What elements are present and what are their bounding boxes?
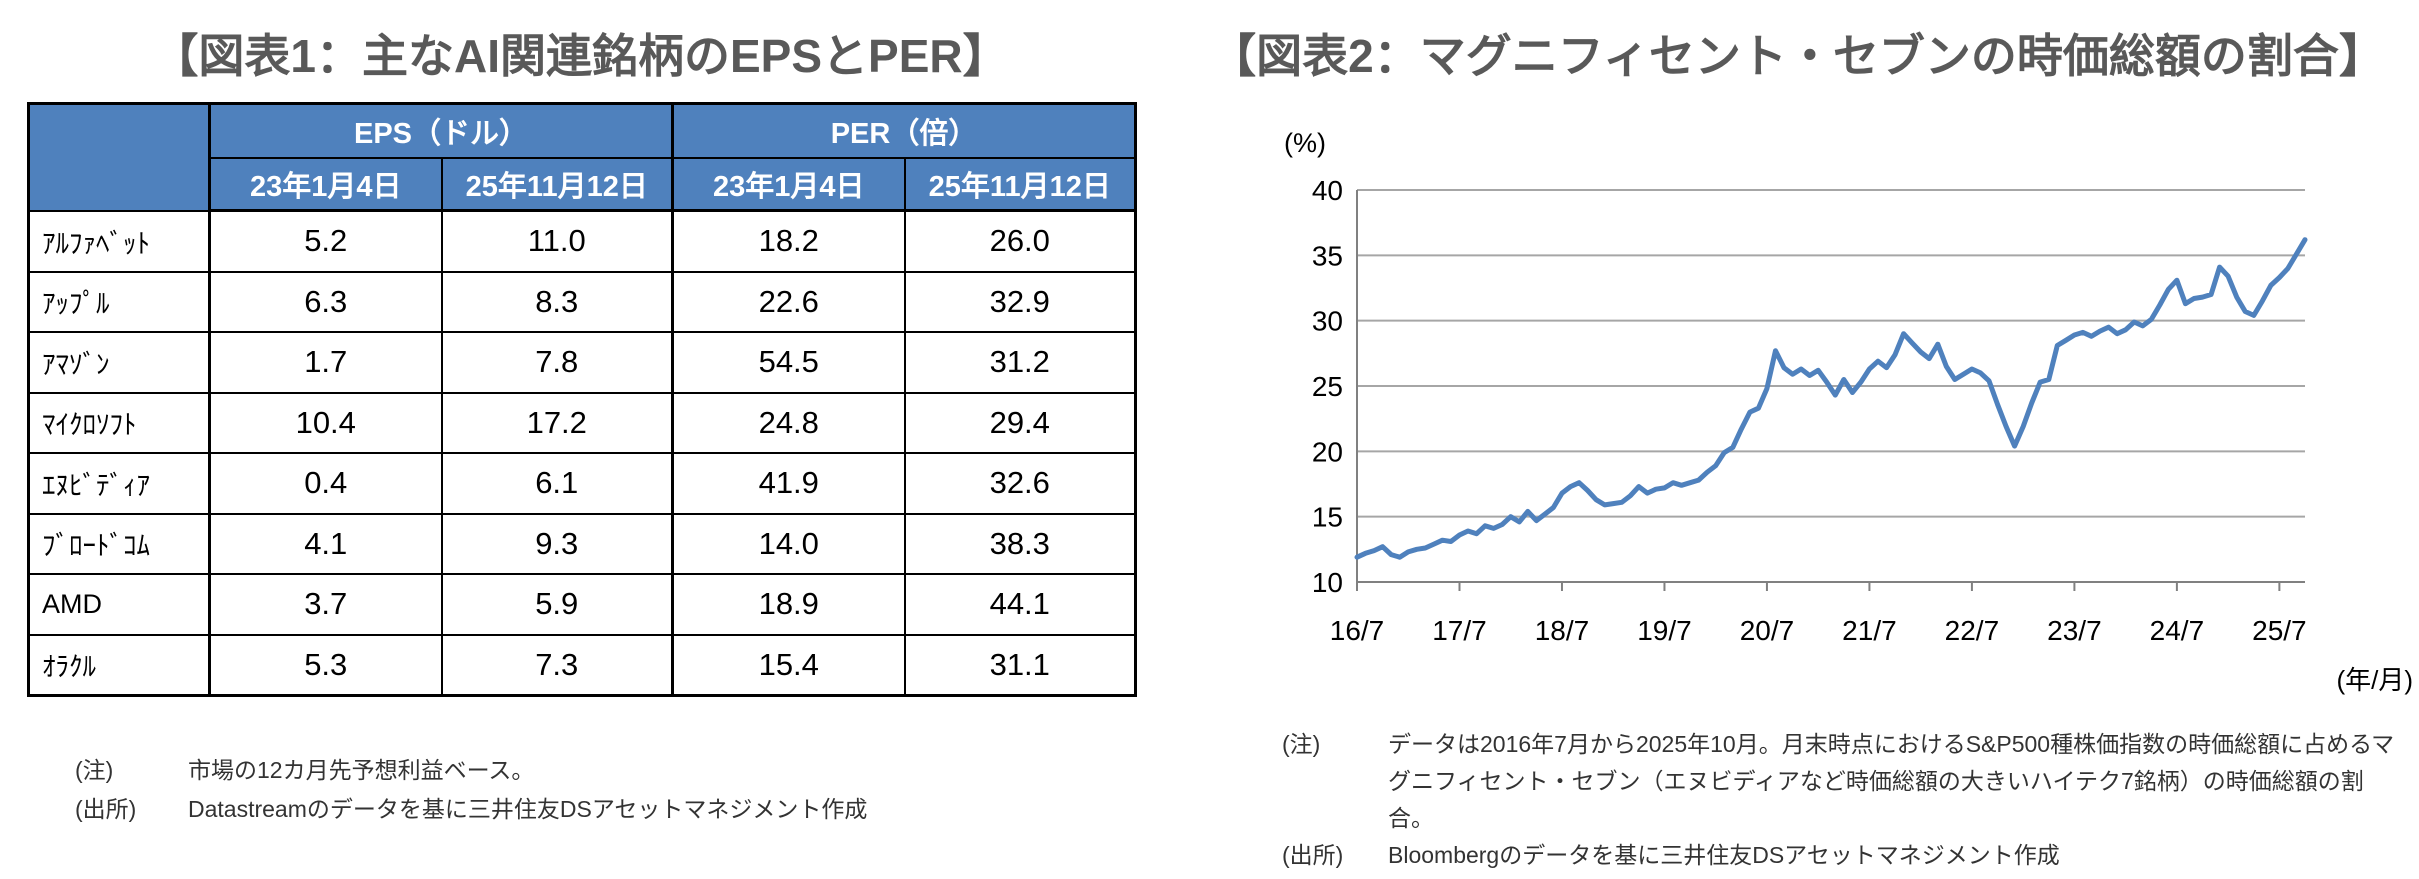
stock-name-cell: ﾌﾞﾛｰﾄﾞｺﾑ	[27, 512, 211, 575]
note-label: (注)	[75, 757, 114, 783]
y-tick-label: 35	[1312, 240, 1343, 271]
table-row: ﾏｲｸﾛｿﾌﾄ 10.4 17.2 24.8 29.4	[27, 391, 1137, 454]
x-tick-label: 19/7	[1637, 615, 1692, 646]
note-text: 市場の12カ月先予想利益ベース。	[188, 757, 535, 783]
eps-value-cell: 9.3	[440, 512, 674, 575]
eps-value-cell: 6.1	[440, 452, 674, 515]
figure1-source-note: (出所) Datastreamのデータを基に三井住友DSアセットマネジメント作成	[75, 791, 1135, 828]
stock-name-cell: ｵﾗｸﾙ	[27, 633, 211, 697]
per-value-cell: 24.8	[671, 391, 906, 454]
per-value-cell: 29.4	[903, 391, 1137, 454]
per-value-cell: 32.9	[903, 270, 1137, 333]
x-axis-unit-label: (年/月)	[2336, 665, 2413, 695]
stock-name-cell: ｴﾇﾋﾞﾃﾞｨｱ	[27, 452, 211, 515]
eps-value-cell: 6.3	[208, 270, 443, 333]
figure1-note: (注) 市場の12カ月先予想利益ベース。	[75, 752, 1135, 789]
x-tick-label: 25/7	[2252, 615, 2307, 646]
figure2-title: 【図表2：マグニフィセント・セブンの時価総額の割合】	[1210, 30, 2385, 82]
stock-name-cell: ｱｯﾌﾟﾙ	[27, 270, 211, 333]
stock-name-cell: AMD	[27, 573, 211, 636]
table-row: AMD 3.7 5.9 18.9 44.1	[27, 573, 1137, 636]
x-tick-label: 22/7	[1945, 615, 2000, 646]
per-value-cell: 22.6	[671, 270, 906, 333]
per-value-cell: 26.0	[903, 209, 1137, 273]
per-group-header: PER（倍）	[670, 102, 1137, 159]
per-value-cell: 41.9	[671, 452, 906, 515]
per-value-cell: 15.4	[671, 633, 906, 697]
eps-value-cell: 1.7	[208, 331, 443, 394]
x-tick-label: 16/7	[1330, 615, 1385, 646]
eps-value-cell: 4.1	[208, 512, 443, 575]
figure1-title: 【図表1：主なAI関連銘柄のEPSとPER】	[152, 30, 1009, 82]
note-label: (注)	[1282, 731, 1321, 757]
eps-value-cell: 10.4	[208, 391, 443, 454]
eps-value-cell: 3.7	[208, 573, 443, 636]
stock-name-cell: ｱﾙﾌｧﾍﾞｯﾄ	[27, 209, 211, 273]
eps-date1-header: 23年1月4日	[208, 157, 443, 212]
y-tick-label: 25	[1312, 371, 1343, 402]
x-tick-label: 21/7	[1842, 615, 1897, 646]
eps-value-cell: 5.9	[440, 573, 674, 636]
x-tick-label: 24/7	[2150, 615, 2205, 646]
note-text: データは2016年7月から2025年10月。月末時点におけるS&P500種株価指…	[1388, 731, 2395, 831]
eps-value-cell: 0.4	[208, 452, 443, 515]
table-row: ｴﾇﾋﾞﾃﾞｨｱ 0.4 6.1 41.9 32.6	[27, 452, 1137, 515]
stock-name-cell: ｱﾏｿﾞﾝ	[27, 331, 211, 394]
per-date2-header: 25年11月12日	[903, 157, 1137, 212]
x-tick-label: 20/7	[1740, 615, 1795, 646]
eps-value-cell: 11.0	[440, 209, 674, 273]
table-row: ｱﾏｿﾞﾝ 1.7 7.8 54.5 31.2	[27, 331, 1137, 394]
note-label: (出所)	[1282, 842, 1344, 868]
x-tick-label: 23/7	[2047, 615, 2101, 646]
per-value-cell: 38.3	[903, 512, 1137, 575]
per-date1-header: 23年1月4日	[671, 157, 906, 212]
eps-date2-header: 25年11月12日	[440, 157, 674, 212]
figure2-note: (注) データは2016年7月から2025年10月。月末時点におけるS&P500…	[1282, 726, 2407, 837]
table-row: ｱｯﾌﾟﾙ 6.3 8.3 22.6 32.9	[27, 270, 1137, 333]
magnificent-seven-share-line	[1354, 237, 2308, 560]
note-text: Bloombergのデータを基に三井住友DSアセットマネジメント作成	[1388, 842, 2060, 868]
eps-group-header: EPS（ドル）	[208, 102, 674, 159]
eps-per-table: EPS（ドル） PER（倍） 23年1月4日 25年11月12日 23年1月4日…	[27, 102, 1138, 697]
per-value-cell: 44.1	[903, 573, 1137, 636]
y-tick-label: 30	[1312, 306, 1343, 337]
y-axis-unit-label: (%)	[1284, 128, 1326, 158]
y-tick-label: 10	[1312, 567, 1343, 598]
x-tick-label: 17/7	[1432, 615, 1487, 646]
per-value-cell: 54.5	[671, 331, 906, 394]
per-value-cell: 18.9	[671, 573, 906, 636]
eps-value-cell: 7.3	[440, 633, 674, 697]
stock-name-cell: ﾏｲｸﾛｿﾌﾄ	[27, 391, 211, 454]
y-tick-label: 40	[1312, 175, 1343, 206]
eps-value-cell: 8.3	[440, 270, 674, 333]
table-body: ｱﾙﾌｧﾍﾞｯﾄ 5.2 11.0 18.2 26.0 ｱｯﾌﾟﾙ 6.3 8.3 22.6 32…	[27, 209, 1137, 697]
table-row: ｵﾗｸﾙ 5.3 7.3 15.4 31.1	[27, 633, 1137, 697]
eps-value-cell: 5.2	[208, 209, 443, 273]
table-corner-cell	[27, 102, 211, 212]
figure2-source-note: (出所) Bloombergのデータを基に三井住友DSアセットマネジメント作成	[1282, 837, 2407, 874]
line-chart: (%) 10 15 20 25 30 35 40 16/7 17/7 18/7 19/7 20/7 21…	[1270, 120, 2419, 720]
table-row: ｱﾙﾌｧﾍﾞｯﾄ 5.2 11.0 18.2 26.0	[27, 209, 1137, 273]
per-value-cell: 14.0	[671, 512, 906, 575]
table-row: ﾌﾞﾛｰﾄﾞｺﾑ 4.1 9.3 14.0 38.3	[27, 512, 1137, 575]
note-label: (出所)	[75, 796, 137, 822]
per-value-cell: 31.1	[903, 633, 1137, 697]
note-text: Datastreamのデータを基に三井住友DSアセットマネジメント作成	[188, 796, 868, 822]
eps-value-cell: 7.8	[440, 331, 674, 394]
per-value-cell: 31.2	[903, 331, 1137, 394]
eps-value-cell: 5.3	[208, 633, 443, 697]
x-tick-label: 18/7	[1535, 615, 1590, 646]
per-value-cell: 32.6	[903, 452, 1137, 515]
y-tick-label: 15	[1312, 502, 1343, 533]
per-value-cell: 18.2	[671, 209, 906, 273]
y-tick-label: 20	[1312, 436, 1343, 467]
eps-value-cell: 17.2	[440, 391, 674, 454]
chart-canvas: 10 15 20 25 30 35 40 16/7 17/7 18/7 19/7 20/7 21/7 22…	[1312, 175, 2308, 646]
